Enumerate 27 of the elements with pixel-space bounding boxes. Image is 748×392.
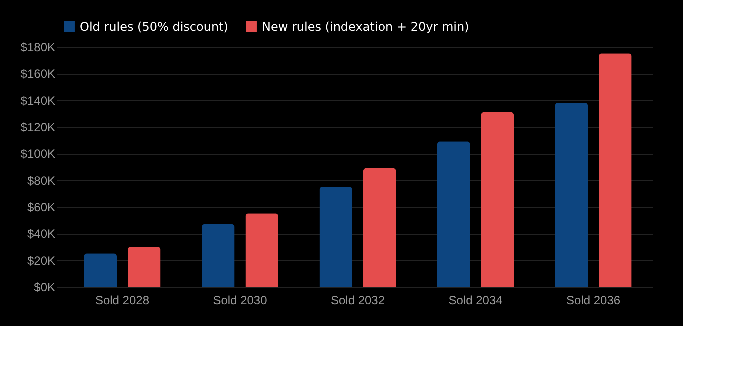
bar bbox=[363, 168, 396, 287]
y-tick-label: $0K bbox=[34, 280, 56, 294]
bar bbox=[84, 254, 118, 287]
bar bbox=[598, 54, 632, 287]
x-tick-label: Sold 2032 bbox=[330, 294, 386, 308]
y-tick-label: $180K bbox=[20, 40, 56, 54]
x-tick-label: Sold 2030 bbox=[213, 294, 268, 308]
x-tick-label: Sold 2036 bbox=[566, 294, 621, 308]
y-tick-label: $160K bbox=[20, 67, 56, 82]
bar bbox=[320, 187, 353, 287]
bar bbox=[128, 247, 161, 287]
y-tick-label: $80K bbox=[27, 174, 56, 188]
y-tick-label: $40K bbox=[27, 227, 56, 242]
bar bbox=[481, 112, 514, 287]
y-tick-label: $120K bbox=[20, 120, 56, 134]
x-tick-label: Sold 2028 bbox=[95, 294, 150, 308]
legend-label: Old rules (50% discount) bbox=[80, 20, 228, 34]
bar bbox=[246, 214, 279, 287]
bar bbox=[202, 224, 235, 287]
bar bbox=[555, 103, 588, 287]
y-tick-label: $20K bbox=[27, 254, 56, 268]
y-tick-label: $100K bbox=[20, 147, 56, 162]
legend-label: New rules (indexation + 20yr min) bbox=[262, 20, 470, 34]
bar bbox=[437, 142, 470, 287]
y-tick-label: $140K bbox=[20, 94, 56, 108]
y-tick-label: $60K bbox=[27, 200, 56, 214]
x-tick-label: Sold 2034 bbox=[448, 294, 504, 308]
